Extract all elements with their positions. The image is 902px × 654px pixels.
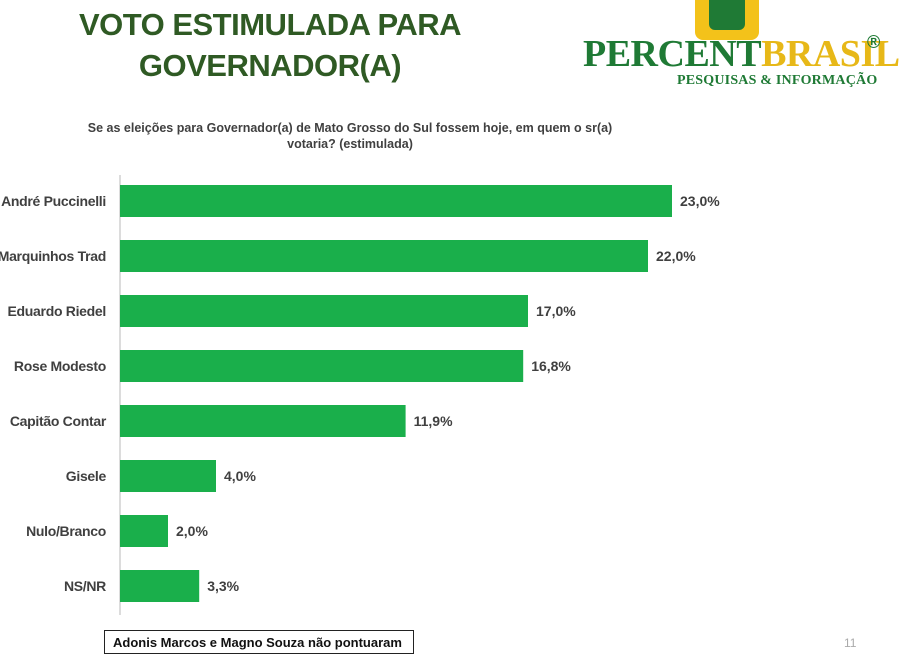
logo-flag-icon bbox=[695, 0, 759, 40]
data-label: 3,3% bbox=[207, 578, 239, 594]
data-label: 2,0% bbox=[176, 523, 208, 539]
chart-title: VOTO ESTIMULADA PARA GOVERNADOR(A) bbox=[40, 4, 500, 86]
data-label: 23,0% bbox=[680, 193, 720, 209]
title-line-1: VOTO ESTIMULADA PARA bbox=[78, 7, 462, 42]
category-label: Gisele bbox=[66, 468, 107, 484]
footnote-box: Adonis Marcos e Magno Souza não pontuara… bbox=[104, 630, 414, 654]
category-label: Eduardo Riedel bbox=[8, 303, 106, 319]
logo-tagline: PESQUISAS & INFORMAÇÃO bbox=[677, 73, 878, 88]
category-label: Rose Modesto bbox=[14, 358, 106, 374]
logo-wordmark: PERCENTBRASIL bbox=[583, 32, 900, 76]
category-label: Capitão Contar bbox=[10, 413, 107, 429]
bar-1 bbox=[120, 240, 648, 272]
bar-6 bbox=[120, 515, 168, 547]
data-label: 17,0% bbox=[536, 303, 576, 319]
bar-chart: André Puccinelli 23,0% Marquinhos Trad 22,0… bbox=[0, 175, 720, 615]
logo-word-percent: PERCENT bbox=[583, 33, 762, 75]
title-line-2: GOVERNADOR(A) bbox=[138, 48, 402, 83]
question-line-2: votaria? (estimulada) bbox=[287, 137, 413, 151]
registered-mark: ® bbox=[867, 32, 881, 52]
bar-2 bbox=[120, 295, 528, 327]
data-label: 22,0% bbox=[656, 248, 696, 264]
category-label: Nulo/Branco bbox=[26, 523, 106, 539]
category-label: NS/NR bbox=[64, 578, 106, 594]
bar-3 bbox=[120, 350, 524, 382]
survey-question: Se as eleições para Governador(a) de Mat… bbox=[70, 120, 630, 152]
logo-word-brasil: BRASIL bbox=[761, 33, 900, 75]
data-label: 16,8% bbox=[531, 358, 571, 374]
data-label: 4,0% bbox=[224, 468, 256, 484]
bar-7 bbox=[120, 570, 200, 602]
category-label: André Puccinelli bbox=[1, 193, 106, 209]
page-number: 11 bbox=[844, 636, 857, 650]
percentbrasil-logo: PERCENTBRASIL ® PESQUISAS & INFORMAÇÃO bbox=[575, 0, 900, 95]
question-line-1: Se as eleições para Governador(a) de Mat… bbox=[87, 121, 613, 135]
bar-0 bbox=[120, 185, 672, 217]
data-label: 11,9% bbox=[414, 413, 453, 429]
category-label: Marquinhos Trad bbox=[0, 248, 106, 264]
bar-5 bbox=[120, 460, 216, 492]
bar-4 bbox=[120, 405, 406, 437]
